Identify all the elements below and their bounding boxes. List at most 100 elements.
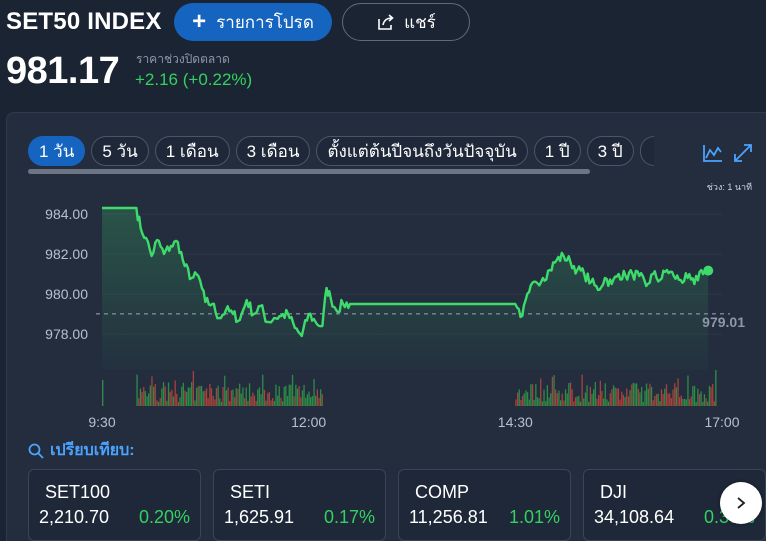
tab-1-month[interactable]: 1 เดือน [154,136,230,166]
volume-bar [277,395,279,406]
volume-bar [285,385,287,406]
compare-card-set100[interactable]: SET100 2,210.70 0.20% [28,469,201,541]
current-price: 981.17 [6,50,120,92]
add-favorite-button[interactable]: + รายการโปรด [174,3,332,41]
volume-bar [525,390,527,406]
chart-type-icon[interactable] [702,142,724,164]
volume-bar [296,388,299,406]
volume-bar [521,395,524,406]
volume-bar [555,389,557,406]
volume-bar [642,401,644,406]
compare-name: COMP [415,482,469,502]
volume-bar [531,384,534,406]
volume-bar [230,390,232,406]
plus-icon: + [192,8,207,35]
volume-bar [571,389,573,406]
volume-bar [144,391,146,406]
volume-bar [265,400,267,406]
volume-bar [245,387,247,406]
volume-bar [138,398,140,406]
volume-bar [214,399,216,406]
volume-bar [157,401,160,406]
compare-label: เปรียบเทียบ: [50,442,135,459]
volume-bar [703,394,706,406]
volume-bar [316,389,318,406]
tab-ytd[interactable]: ตั้งแต่ต้นปีจนถึงวันปัจจุบัน [316,136,528,166]
expand-icon[interactable] [732,142,754,164]
volume-bar [687,375,689,406]
volume-bar [677,378,679,406]
volume-bar [215,388,218,406]
volume-bar [535,384,537,406]
tab-3-years[interactable]: 3 ปี [586,136,634,166]
compare-card-seti[interactable]: SETI 1,625.91 0.17% [213,469,386,541]
volume-bar [675,387,677,406]
tab-scrollbar[interactable] [28,169,590,174]
volume-bar [262,374,264,406]
volume-bar [708,385,711,406]
volume-bar [604,383,606,406]
volume-bar [667,393,669,406]
compare-change: 0.20% [138,507,190,527]
compare-section[interactable]: เปรียบเทียบ: [28,438,135,463]
volume-bar [614,387,616,406]
share-button[interactable]: แชร์ [342,3,470,41]
volume-bar [281,401,284,406]
volume-bar [631,384,633,406]
volume-bar [305,397,307,406]
volume-bar [560,400,562,406]
volume-bar [632,382,634,406]
x-tick-label: 9:30 [88,414,115,430]
volume-bar [169,391,171,406]
volume-bar [291,374,294,406]
volume-bar [189,387,191,406]
volume-bar [303,384,305,406]
next-button[interactable] [720,482,762,524]
compare-value: 2,210.70 [39,507,110,527]
volume-bar [598,395,600,406]
volume-bar [268,392,270,406]
volume-bar [176,393,178,406]
volume-bar [564,389,567,406]
volume-bar [680,395,682,406]
volume-bar [594,382,596,406]
volume-bar [139,388,142,406]
volume-bar [270,400,272,406]
volume-bar [283,386,285,406]
tab-3-months[interactable]: 3 เดือน [235,136,311,166]
volume-bar [538,398,540,406]
volume-bar [672,389,674,406]
compare-card-comp[interactable]: COMP 11,256.81 1.01% [398,469,571,541]
volume-bar [288,384,290,406]
volume-bar [520,400,522,406]
tab-1-year[interactable]: 1 ปี [533,136,581,166]
volume-bar [194,400,196,406]
volume-bar [149,385,151,406]
volume-bar [693,385,696,406]
volume-bar [290,384,292,406]
volume-bar [141,391,143,406]
volume-bar [153,386,155,406]
volume-bar [518,389,520,406]
volume-bar [186,392,188,406]
volume-bar [258,387,261,406]
volume-bar [166,400,168,406]
volume-bar [659,401,661,406]
compare-name: SETI [230,482,271,502]
volume-bar [232,389,234,406]
volume-bar [540,378,542,406]
volume-bar [187,387,189,406]
volume-bar [596,398,598,406]
volume-bar [136,374,138,406]
volume-bar [308,391,310,406]
volume-bar [553,375,555,406]
tab-5-days[interactable]: 5 วัน [91,136,149,166]
volume-bar [204,390,206,406]
volume-bar [606,399,608,406]
volume-bar [220,401,223,406]
compare-value: 1,625.91 [224,507,295,527]
volume-bar [591,393,593,406]
volume-bar [181,386,183,406]
tab-1-day[interactable]: 1 วัน [28,136,86,166]
